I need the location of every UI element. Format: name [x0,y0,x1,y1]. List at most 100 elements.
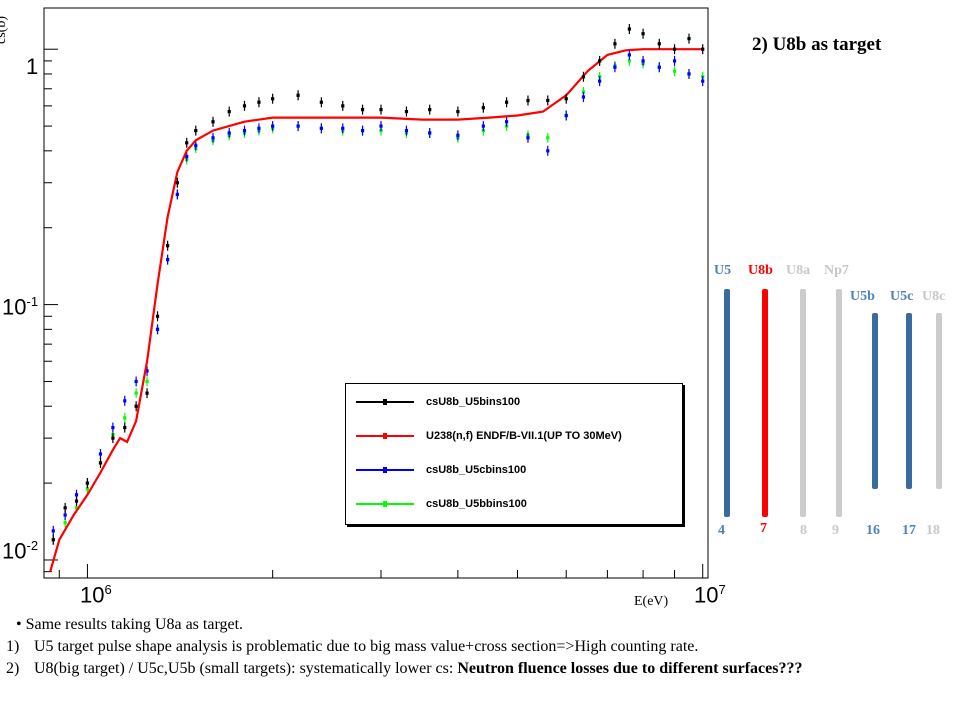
data-point [379,108,383,112]
data-point [166,244,170,248]
data-point [257,100,261,104]
data-point [155,314,160,318]
data-point [613,65,617,69]
data-point [581,90,586,94]
data-point [145,391,149,395]
data-point [155,327,160,331]
data-point [564,97,568,101]
data-point [85,481,90,485]
data-point [227,109,231,114]
data-point [134,404,138,408]
data-point [613,42,617,46]
data-point [296,124,300,128]
data-point [123,416,127,420]
endf-line [49,48,703,573]
data-point [526,136,530,140]
data-point [271,124,275,128]
legend-entry-1: U238(n,f) ENDF/B-VII.1(UP TO 30MeV) [356,426,622,446]
data-point [481,106,485,110]
target-label-u5c: U5c [890,289,914,304]
bullet-icon: • [16,616,22,633]
target-diagram: U5 U8b U8a Np7 U5b U5c U8c 4 7 8 9 16 17… [700,255,960,545]
data-point [672,47,677,51]
data-point [360,129,365,133]
legend-entry-3: csU8b_U5bbins100 [356,494,527,514]
data-point [687,72,691,76]
axis-ticks [44,48,704,578]
data-point [98,461,103,465]
data-point [546,136,550,140]
series-csU8b_U5cbins100 [51,49,705,536]
data-point [404,129,409,133]
data-point [111,436,115,440]
target-number-18: 18 [926,523,940,538]
data-point [687,37,691,41]
data-point [672,69,677,73]
data-point [564,113,568,118]
target-label-u5b: U5b [850,289,875,304]
data-point [341,104,345,108]
data-point [319,126,323,130]
legend-entry-0: csU8b_U5bins100 [356,392,520,412]
data-point [504,120,509,124]
target-number-16: 16 [866,523,880,538]
data-point [627,27,631,31]
data-point [504,100,509,104]
numbered-note-2: 2) U8(big target) / U5c,U5b (small targe… [6,658,954,680]
target-label-np7: Np7 [824,263,849,278]
data-point [428,131,432,135]
data-point [360,108,365,112]
target-number-7: 7 [760,521,767,536]
legend-label-1: U238(n,f) ENDF/B-VII.1(UP TO 30MeV) [426,430,622,442]
target-bar-u8b [762,289,768,517]
data-point [145,379,149,384]
data-point [296,93,300,97]
numbered-note-1-text: U5 target pulse shape analysis is proble… [34,638,699,655]
data-point [672,59,677,63]
x-tick-label-1: 107 [694,582,726,608]
data-point [166,258,170,262]
data-point [175,192,179,197]
data-point [74,493,79,497]
data-point [546,149,550,153]
x-axis-label: E(eV) [634,594,669,609]
numbered-note-2-bold: Neutron fluence losses due to different … [457,660,803,677]
series-U238(n,f) ENDF/B-VII.1(UP TO 30MeV) [49,48,703,573]
data-point [701,47,705,51]
data-point [74,506,79,510]
numbered-note-2-text: U8(big target) / U5c,U5b (small targets)… [34,660,458,677]
data-point [598,59,602,63]
data-point [581,95,586,99]
legend-swatch-1 [356,433,414,439]
data-point [481,124,485,128]
data-point [227,131,231,135]
data-point [428,108,432,112]
data-point [456,109,460,114]
data-point [111,425,115,430]
legend-swatch-3 [356,501,414,507]
data-point [242,104,247,108]
data-point [145,369,149,373]
data-point [134,379,138,384]
data-point [598,79,602,83]
bullet-text: Same results taking U8a as target. [25,616,244,633]
data-point [194,143,198,148]
y-axis-label: cs(b) [0,16,9,44]
data-point [211,120,215,124]
target-bar-u8c [936,313,942,489]
data-point [242,129,247,133]
data-point [63,506,67,510]
legend-label-3: csU8b_U5bbins100 [426,498,527,510]
data-point [211,136,215,140]
data-point [98,452,103,456]
numbered-note-1-marker: 1) [6,638,20,655]
data-point [341,126,345,130]
target-bar-u5c [906,313,912,489]
target-label-u5: U5 [714,263,732,278]
data-point [657,65,661,69]
target-number-9: 9 [832,523,839,538]
series-layer [49,23,705,573]
data-point [74,499,79,503]
legend-swatch-0 [356,399,414,405]
data-point [657,42,661,46]
